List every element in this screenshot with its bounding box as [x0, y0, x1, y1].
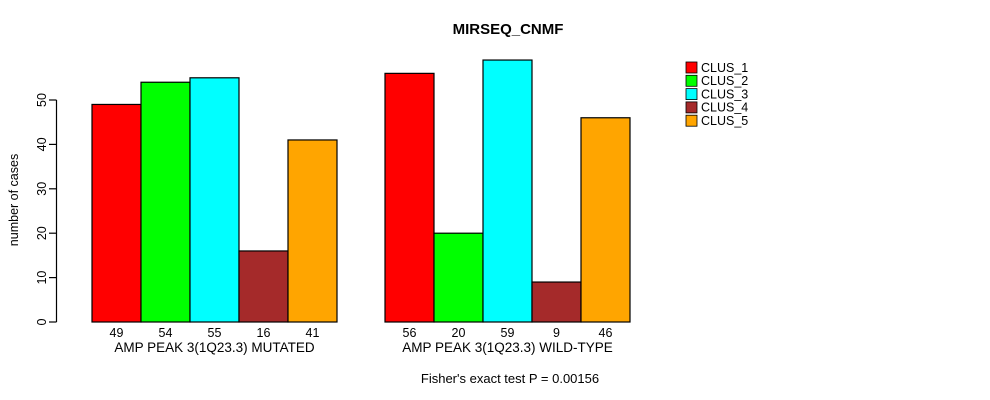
bar-value-label: 20	[452, 326, 466, 340]
legend-label-clus_2: CLUS_2	[701, 74, 748, 88]
legend-label-clus_3: CLUS_3	[701, 87, 748, 101]
legend-label-clus_1: CLUS_1	[701, 61, 748, 75]
bar-clus_2-group2	[433, 232, 484, 323]
fisher-test-footnote: Fisher's exact test P = 0.00156	[420, 371, 600, 386]
bar-value-label: 49	[110, 326, 124, 340]
y-tick-label: 0	[35, 318, 49, 325]
y-axis-title: number of cases	[7, 154, 21, 246]
legend-swatch-clus_4	[685, 101, 698, 114]
y-tick-label: 10	[35, 271, 49, 285]
bar-clus_5-group2	[580, 117, 631, 323]
bar-clus_1-group2	[384, 72, 435, 323]
bar-value-label: 54	[159, 326, 173, 340]
bar-value-label: 9	[553, 326, 560, 340]
legend-swatch-clus_2	[685, 74, 698, 87]
bar-clus_3-group2	[482, 59, 533, 323]
group-label-2: AMP PEAK 3(1Q23.3) WILD-TYPE	[402, 340, 613, 355]
legend-swatch-clus_3	[685, 88, 698, 100]
y-tick-label: 40	[35, 137, 49, 151]
y-tick-label: 20	[35, 226, 49, 240]
bar-value-label: 46	[599, 326, 613, 340]
legend-swatch-clus_5	[685, 114, 698, 127]
y-tick-label: 30	[35, 182, 49, 196]
bar-clus_4-group1	[238, 250, 289, 323]
legend-label-clus_5: CLUS_5	[701, 114, 748, 128]
bar-value-label: 56	[403, 326, 417, 340]
bar-value-label: 41	[306, 326, 320, 340]
bar-clus_2-group1	[140, 81, 191, 323]
legend-label-clus_4: CLUS_4	[701, 101, 748, 115]
bar-clus_4-group2	[531, 281, 582, 323]
bar-value-label: 59	[501, 326, 515, 340]
bar-clus_3-group1	[189, 77, 240, 323]
bar-clus_1-group1	[91, 103, 142, 323]
bar-value-label: 55	[208, 326, 222, 340]
bar-value-label: 16	[257, 326, 271, 340]
group-label-1: AMP PEAK 3(1Q23.3) MUTATED	[114, 340, 315, 355]
legend-swatch-clus_1	[685, 61, 698, 74]
chart-title: MIRSEQ_CNMF	[452, 21, 564, 38]
bar-clus_5-group1	[287, 139, 338, 323]
y-tick-label: 50	[35, 93, 49, 107]
